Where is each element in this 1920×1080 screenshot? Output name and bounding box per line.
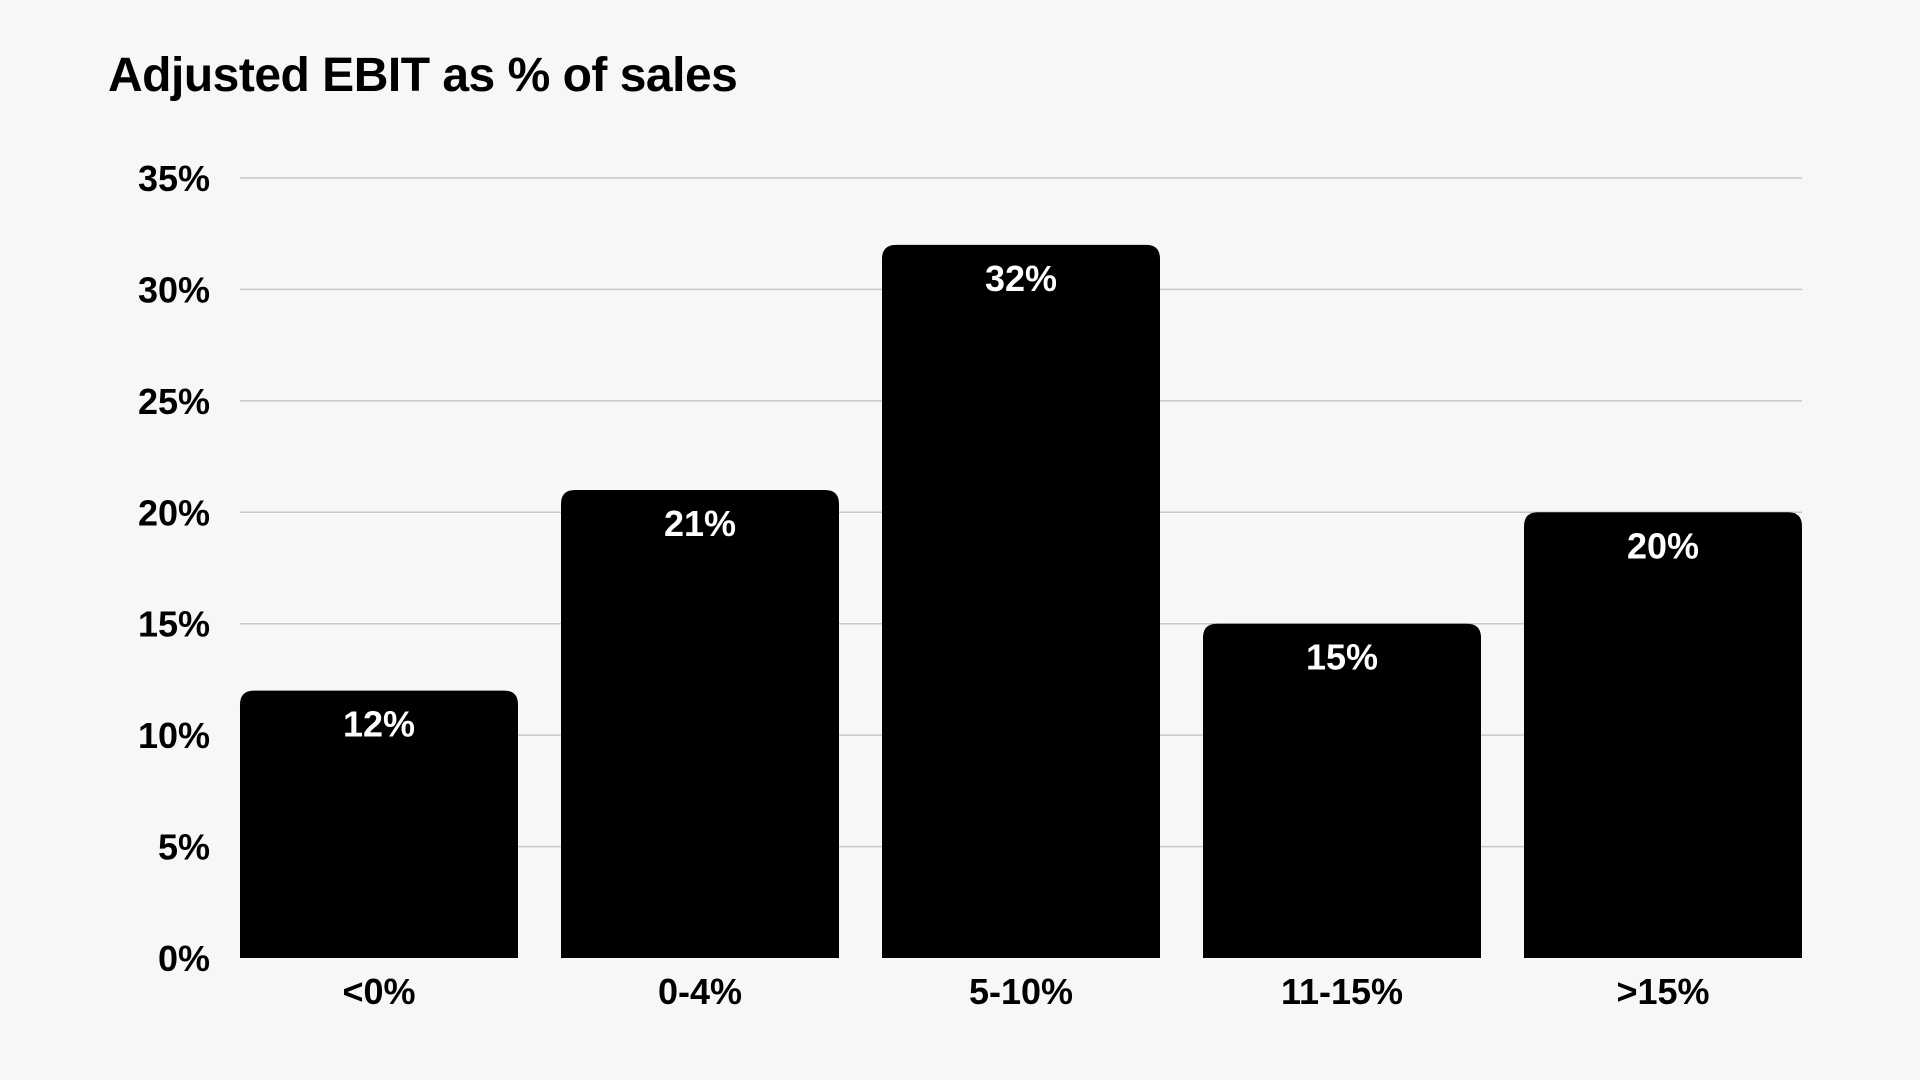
y-tick-label: 5% xyxy=(158,827,210,868)
data-label: 15% xyxy=(1306,637,1378,678)
x-tick-label: <0% xyxy=(342,971,415,1012)
data-label: 12% xyxy=(343,704,415,745)
x-tick-label: 0-4% xyxy=(658,971,742,1012)
y-axis-ticks: 0% 5% 10% 15% 20% 25% 30% 35% xyxy=(138,158,210,979)
y-tick-label: 35% xyxy=(138,158,210,199)
data-label: 20% xyxy=(1627,525,1699,566)
data-label: 32% xyxy=(985,258,1057,299)
y-tick-label: 20% xyxy=(138,492,210,533)
x-tick-label: 5-10% xyxy=(969,971,1073,1012)
x-tick-label: >15% xyxy=(1616,971,1709,1012)
y-tick-label: 0% xyxy=(158,938,210,979)
y-tick-label: 15% xyxy=(138,604,210,645)
data-labels: 12% 21% 32% 15% 20% xyxy=(343,258,1699,745)
bar xyxy=(1524,512,1802,958)
bars xyxy=(240,244,1802,958)
bar xyxy=(1203,623,1481,958)
y-tick-label: 30% xyxy=(138,269,210,310)
x-tick-label: 11-15% xyxy=(1281,971,1403,1012)
x-axis-ticks: <0% 0-4% 5-10% 11-15% >15% xyxy=(342,971,1709,1012)
chart-title: Adjusted EBIT as % of sales xyxy=(108,49,738,102)
bar xyxy=(882,244,1160,958)
y-tick-label: 25% xyxy=(138,381,210,422)
bar xyxy=(561,490,839,958)
bar xyxy=(240,690,518,958)
data-label: 21% xyxy=(664,503,736,544)
y-tick-label: 10% xyxy=(138,715,210,756)
